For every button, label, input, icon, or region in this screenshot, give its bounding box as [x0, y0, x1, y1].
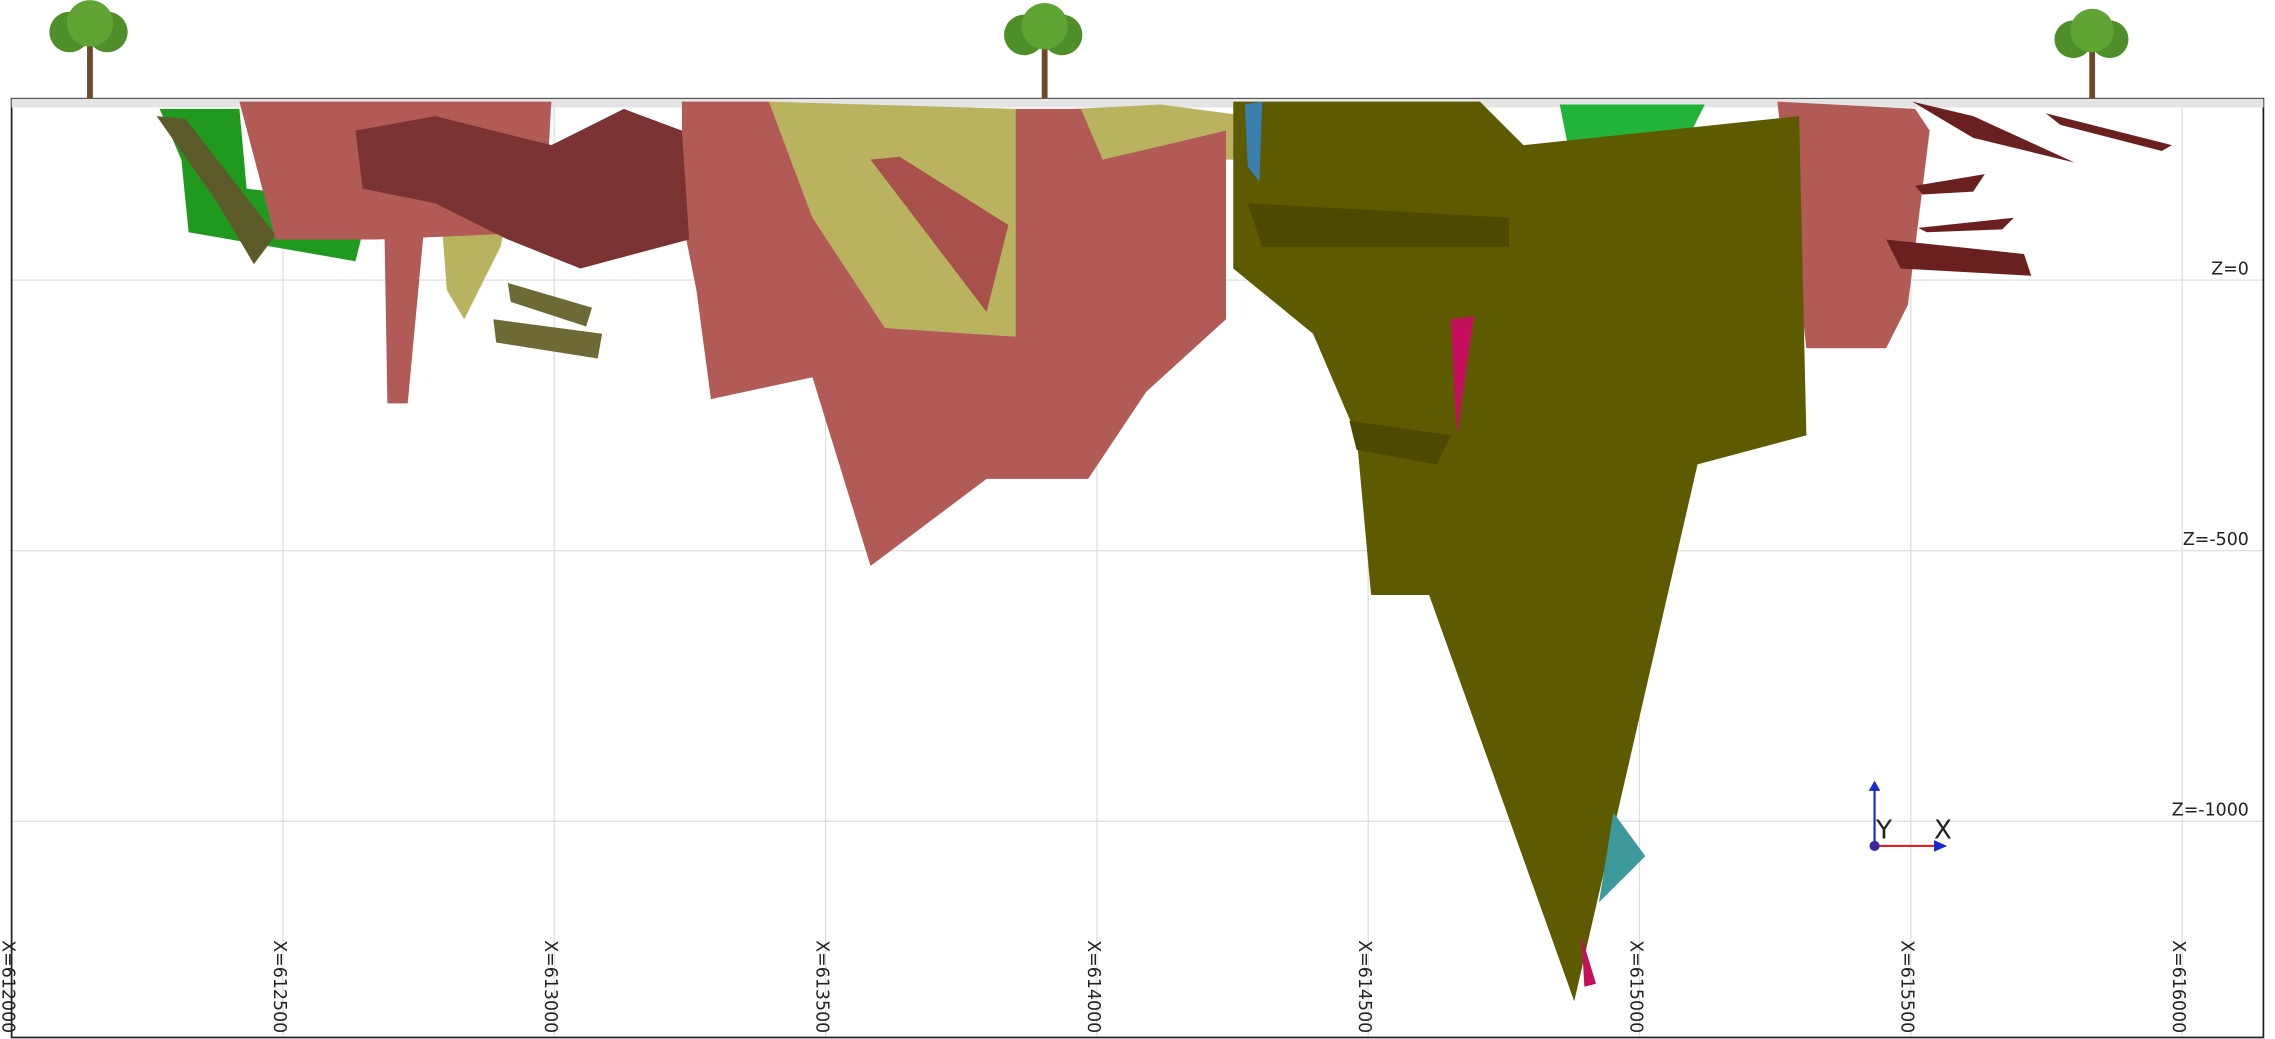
body-maroon-lens: [2045, 113, 2172, 151]
body-red: [681, 101, 1227, 566]
body-dark-olive: [1349, 420, 1451, 465]
tree: [1004, 2, 1083, 99]
body-olive-lens: [493, 319, 603, 359]
body-magenta: [1450, 316, 1475, 436]
body-teal: [1598, 812, 1646, 903]
x-label: X=613500: [811, 940, 831, 1033]
body-maroon-lens: [1886, 239, 2032, 276]
tree: [49, 0, 128, 99]
body-olive-lens: [507, 283, 592, 327]
x-label: X=614500: [1354, 940, 1374, 1033]
axis-labels: X=612000 X=612500 X=613000 X=613500 X=614000…: [0, 259, 2249, 1033]
z-label: Z=-1000: [2172, 800, 2249, 820]
body-red: [384, 232, 424, 404]
gizmo-x-label: X: [1934, 816, 1952, 846]
body-khaki: [768, 101, 1016, 337]
z-label: Z=-500: [2183, 530, 2249, 550]
body-maroon-lens: [1918, 217, 2014, 233]
body-red: [1777, 101, 1930, 349]
body-magenta: [1581, 935, 1596, 987]
geology-bodies: [156, 101, 2172, 1002]
body-maroon: [355, 108, 690, 269]
body-dark-olive: [1247, 203, 1509, 247]
tree: [2054, 8, 2129, 99]
x-label: X=612000: [0, 940, 18, 1033]
x-label: X=615500: [1897, 940, 1917, 1033]
x-label: X=612500: [269, 940, 289, 1033]
body-teal: [1244, 101, 1263, 182]
x-label: X=613000: [540, 940, 560, 1033]
axis-gizmo: Y X: [1868, 780, 1952, 852]
gizmo-y-label: Y: [1875, 816, 1892, 846]
x-label: X=615000: [1625, 940, 1645, 1033]
body-maroon-lens: [1912, 101, 2075, 163]
body-red: [870, 156, 1009, 313]
body-olive: [1233, 101, 1807, 1002]
trees: [49, 0, 2129, 99]
body-maroon-lens: [1915, 174, 1985, 195]
x-label: X=616000: [2168, 940, 2188, 1033]
z-label: Z=0: [2211, 259, 2249, 279]
topography: [11, 98, 2264, 108]
body-olive: [156, 116, 276, 265]
x-label: X=614000: [1083, 940, 1103, 1033]
